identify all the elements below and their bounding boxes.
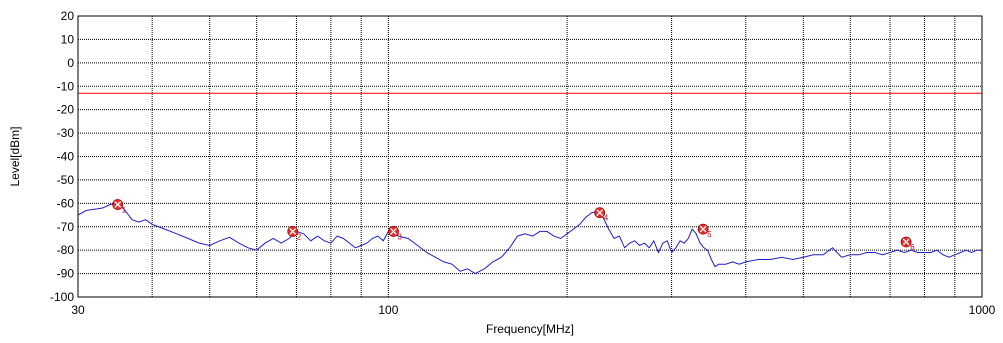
- y-tick-label: -70: [57, 220, 75, 234]
- y-tick-label: -30: [57, 126, 75, 140]
- peak-marker-number: 3: [397, 232, 402, 241]
- y-tick-label: 0: [67, 56, 74, 70]
- grid: [77, 15, 983, 298]
- y-tick-label: -10: [57, 79, 75, 93]
- peak-marker: 3: [388, 226, 402, 241]
- series-trace: [77, 202, 982, 275]
- y-tick-label: 10: [61, 32, 75, 46]
- y-tick-label: 20: [61, 9, 75, 23]
- y-tick-label: -90: [57, 267, 75, 281]
- x-axis-label: Frequency[MHz]: [486, 322, 574, 336]
- peak-marker: 2: [287, 226, 302, 241]
- y-tick-label: -60: [57, 196, 75, 210]
- x-tick-label: 1000: [969, 303, 996, 317]
- y-tick-label: -40: [57, 150, 75, 164]
- x-tick-label: 30: [71, 303, 85, 317]
- y-tick-labels: 20 10 0 -10 -20 -30 -40 -50 -60 -70 -80 -90 -100: [50, 9, 74, 304]
- peak-marker: 1: [112, 199, 127, 215]
- y-axis-label: Level[dBm]: [8, 126, 22, 186]
- plot-frame: [77, 15, 983, 298]
- peak-marker-number: 4: [604, 214, 609, 223]
- y-tick-label: -100: [50, 290, 74, 304]
- y-tick-label: -20: [57, 103, 75, 117]
- peak-marker-number: 2: [297, 232, 302, 241]
- peak-marker: 4: [594, 207, 609, 223]
- peak-marker-number: 1: [122, 206, 127, 215]
- x-tick-labels: 30 100 1000: [71, 303, 995, 317]
- peak-marker: 5: [697, 223, 712, 239]
- peak-markers: 1 2 3 4 5 6: [112, 199, 915, 252]
- y-tick-label: -50: [57, 173, 75, 187]
- x-tick-label: 100: [378, 303, 398, 317]
- peak-marker: 6: [900, 236, 915, 252]
- peak-marker-number: 6: [910, 243, 915, 252]
- y-tick-label: -80: [57, 243, 75, 257]
- peak-marker-number: 5: [707, 230, 712, 239]
